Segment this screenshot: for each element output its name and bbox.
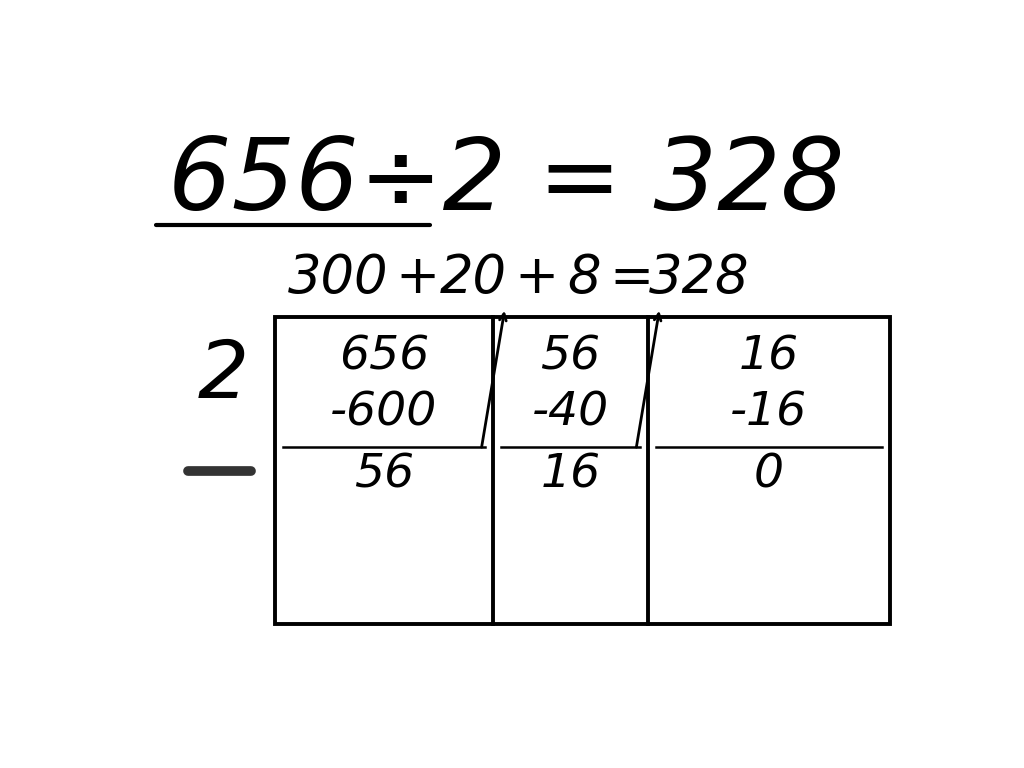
Text: 8: 8 <box>567 253 601 304</box>
Text: -600: -600 <box>331 391 437 435</box>
Text: 300: 300 <box>288 253 388 304</box>
Text: -40: -40 <box>531 391 609 435</box>
Text: 20: 20 <box>439 253 507 304</box>
Text: 56: 56 <box>541 335 600 379</box>
Text: -16: -16 <box>730 391 808 435</box>
Text: =: = <box>610 253 654 304</box>
Text: 16: 16 <box>541 453 600 498</box>
Text: +: + <box>515 253 559 304</box>
Text: 328: 328 <box>649 253 750 304</box>
Bar <box>274 317 890 624</box>
Text: 16: 16 <box>738 335 799 379</box>
Text: 2: 2 <box>198 337 249 415</box>
Text: 56: 56 <box>354 453 414 498</box>
Text: +: + <box>395 253 439 304</box>
Text: 656÷2 = 328: 656÷2 = 328 <box>168 134 844 230</box>
Text: 0: 0 <box>754 453 784 498</box>
Text: 656: 656 <box>339 335 429 379</box>
